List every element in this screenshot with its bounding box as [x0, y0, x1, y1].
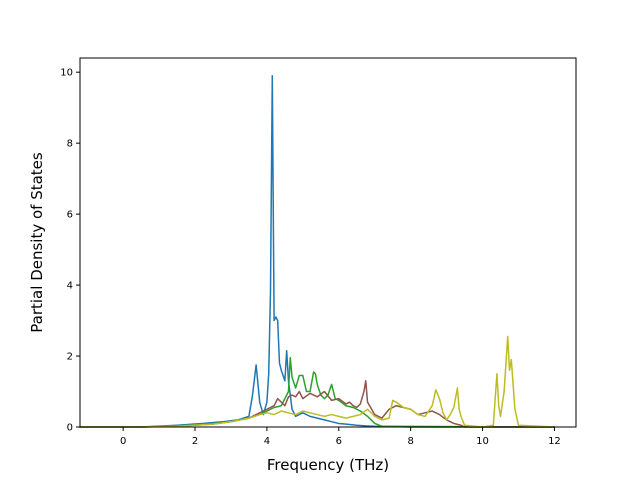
- x-tick-label: 6: [336, 436, 342, 447]
- y-tick-label: 0: [67, 423, 73, 434]
- series-line-1: [79, 74, 556, 428]
- x-tick-label: 0: [120, 436, 126, 447]
- x-tick-label: 4: [264, 436, 270, 447]
- series-line-4: [79, 335, 556, 428]
- series-layer: [79, 74, 556, 428]
- x-tick-label: 12: [548, 436, 561, 447]
- x-axis-ticks: 0 2 4 6 8 10 12: [120, 427, 561, 447]
- plot-area-frame: [79, 57, 577, 428]
- x-tick-label: 8: [407, 436, 413, 447]
- series-line-3: [79, 380, 556, 428]
- y-tick-label: 2: [67, 352, 73, 363]
- y-axis-label: Partial Density of States: [28, 152, 46, 333]
- x-axis-label: Frequency (THz): [267, 456, 389, 474]
- y-tick-label: 10: [60, 68, 73, 79]
- x-tick-label: 2: [192, 436, 198, 447]
- x-tick-label: 10: [476, 436, 489, 447]
- y-axis-ticks: 0 2 4 6 8 10: [60, 68, 80, 434]
- y-tick-label: 4: [67, 281, 73, 292]
- y-tick-label: 6: [67, 210, 73, 221]
- y-tick-label: 8: [67, 139, 73, 150]
